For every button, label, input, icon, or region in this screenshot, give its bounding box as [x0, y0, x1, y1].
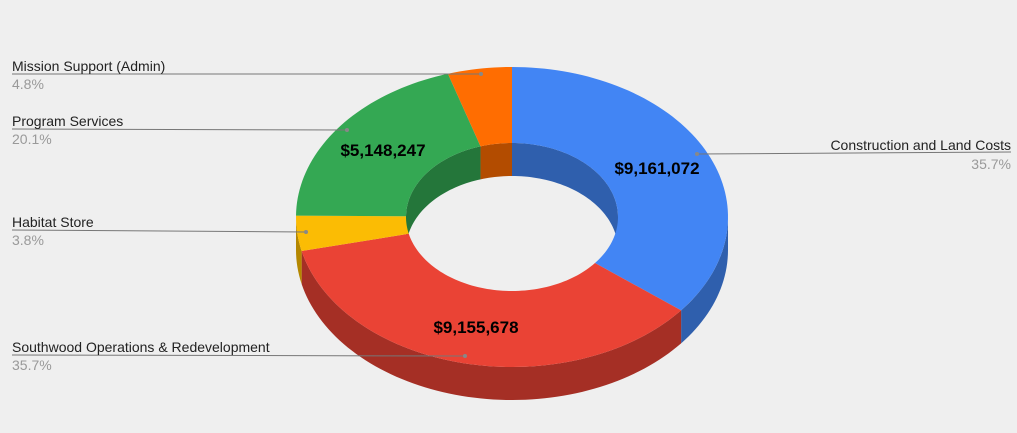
callout-name-habitat-store: Habitat Store — [12, 214, 94, 230]
slice-construction-and-land-costs — [512, 67, 728, 311]
outer-wall-habitat-store — [296, 217, 302, 285]
inner-wall-program-services-1 — [406, 146, 481, 250]
value-labels: $9,161,072 $9,155,678 $5,148,247 — [340, 141, 699, 337]
slice-habitat-store — [296, 215, 409, 252]
value-label-southwood-operations-redevelopment: $9,155,678 — [433, 318, 518, 337]
callout-dot-mission-support-admin — [479, 72, 483, 76]
callout-percent-construction-and-land-costs: 35.7% — [971, 156, 1011, 172]
callout-name-southwood-operations-redevelopment: Southwood Operations & Redevelopment — [12, 339, 270, 355]
callout-name-mission-support-admin: Mission Support (Admin) — [12, 58, 165, 74]
callout-dot-program-services — [345, 128, 349, 132]
callout-line-program-services — [11, 128, 348, 131]
slice-southwood-operations-redevelopment — [301, 233, 682, 367]
callout-dot-habitat-store — [304, 230, 308, 234]
value-label-construction-and-land-costs: $9,161,072 — [614, 159, 699, 178]
callout-line-habitat-store — [11, 229, 307, 233]
callout-labels: Construction and Land Costs 35.7% Southwoo… — [11, 58, 1012, 373]
callout-percent-southwood-operations-redevelopment: 35.7% — [12, 357, 52, 373]
inner-wall-mission-support-admin-1 — [480, 143, 512, 180]
slice-mission-support-admin — [447, 67, 512, 147]
slice-program-services — [296, 73, 481, 217]
outer-wall-southwood-operations-redevelopment — [301, 251, 682, 400]
donut-sides — [296, 143, 728, 400]
value-label-program-services: $5,148,247 — [340, 141, 425, 160]
callout-name-construction-and-land-costs: Construction and Land Costs — [830, 137, 1011, 153]
callout-dot-southwood-operations-redevelopment — [463, 354, 467, 358]
callout-name-program-services: Program Services — [12, 113, 123, 129]
callout-percent-habitat-store: 3.8% — [12, 232, 44, 248]
callout-dot-construction-and-land-costs — [695, 152, 699, 156]
callout-line-southwood-operations-redevelopment — [11, 354, 466, 357]
donut-slices — [296, 67, 728, 367]
callout-percent-program-services: 20.1% — [12, 131, 52, 147]
inner-wall-construction-and-land-costs-0 — [512, 143, 618, 250]
callout-line-construction-and-land-costs — [696, 151, 1012, 155]
outer-wall-construction-and-land-costs — [681, 217, 728, 344]
callout-percent-mission-support-admin: 4.8% — [12, 76, 44, 92]
